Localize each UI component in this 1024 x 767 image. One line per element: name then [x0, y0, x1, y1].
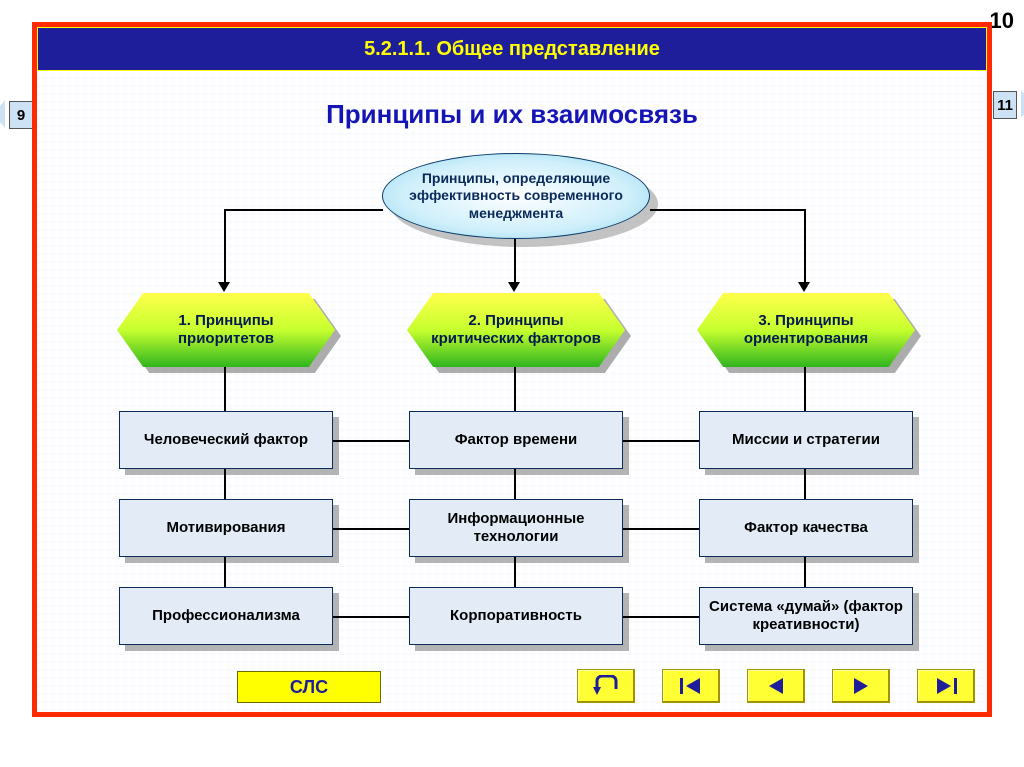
nav-return-button[interactable] — [577, 669, 635, 703]
back-icon — [763, 675, 789, 697]
header-bar: 5.2.1.1. Общее представление — [37, 27, 987, 71]
nav-forward-button[interactable] — [832, 669, 890, 703]
nav-back-button[interactable] — [747, 669, 805, 703]
nav-first-button[interactable] — [662, 669, 720, 703]
slide-frame: 5.2.1.1. Общее представление Принципы и … — [32, 22, 992, 717]
last-icon — [933, 675, 959, 697]
diagram-area: Принципы и их взаимосвязь Принципы, опре… — [37, 71, 987, 711]
nav-next-arrow[interactable]: 11 — [988, 90, 1022, 120]
header-title: 5.2.1.1. Общее представление — [364, 38, 660, 61]
nav-prev-label: 9 — [17, 107, 25, 124]
cls-button[interactable]: СЛС — [237, 671, 381, 703]
forward-icon — [848, 675, 874, 697]
root-node: Принципы, определяющие эффективность сов… — [382, 153, 650, 239]
return-icon — [593, 675, 619, 697]
nav-next-label: 11 — [997, 97, 1013, 114]
first-icon — [678, 675, 704, 697]
slide-number: 10 — [990, 8, 1014, 34]
subtitle: Принципы и их взаимосвязь — [37, 99, 987, 130]
nav-last-button[interactable] — [917, 669, 975, 703]
